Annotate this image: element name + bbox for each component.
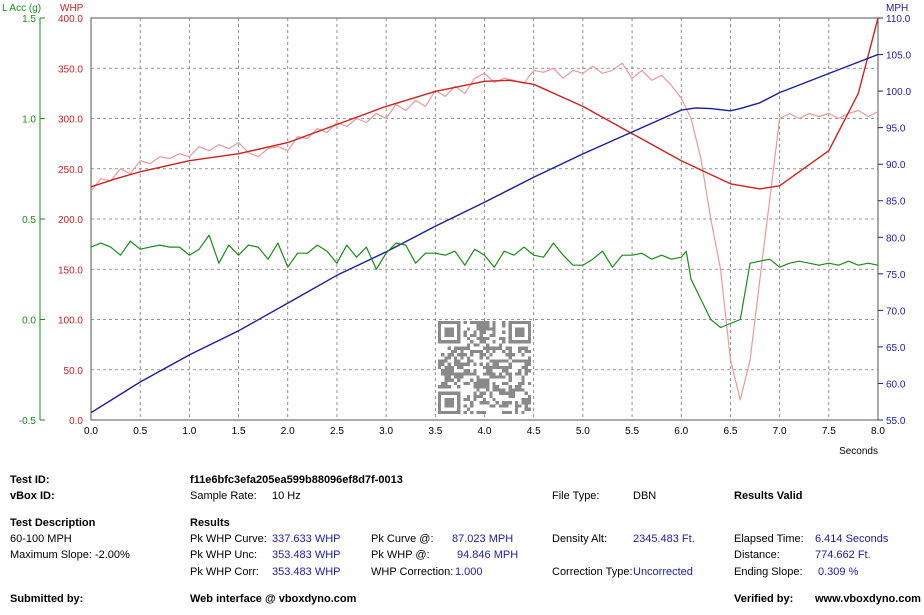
whp-tick-label: 150.0 <box>58 265 83 276</box>
x-tick-label: 1.5 <box>232 426 246 437</box>
web-interface-link[interactable]: Web interface @ vboxdyno.com <box>190 593 357 605</box>
elapsed-time-value: 6.414 Seconds <box>815 533 889 545</box>
ending-slope-value: 0.309 % <box>818 566 859 578</box>
pk-whp-unc-label: Pk WHP Unc: <box>190 549 258 561</box>
x-tick-label: 4.0 <box>478 426 492 437</box>
distance-label: Distance: <box>734 549 780 561</box>
whp-tick-label: 100.0 <box>58 316 83 327</box>
lacc-tick-label: -0.5 <box>19 416 37 427</box>
mph-tick-label: 85.0 <box>886 197 906 208</box>
pk-whp-curve-value: 337.633 WHP <box>272 533 341 545</box>
results-label: Results <box>190 517 230 529</box>
x-tick-label: 5.5 <box>625 426 639 437</box>
x-tick-label: 3.0 <box>379 426 393 437</box>
x-tick-label: 7.0 <box>773 426 787 437</box>
lacc-tick-label: 1.5 <box>22 14 36 25</box>
pk-whp-corr-label: Pk WHP Corr: <box>190 566 259 578</box>
whp-tick-label: 0.0 <box>69 416 83 427</box>
mph-tick-label: 90.0 <box>886 160 906 171</box>
x-tick-label: 6.0 <box>674 426 688 437</box>
mph-tick-label: 65.0 <box>886 343 906 354</box>
lacc-tick-label: 0.5 <box>22 215 36 226</box>
verified-by-link[interactable]: www.vboxdyno.com <box>815 593 921 605</box>
whp-tick-label: 250.0 <box>58 165 83 176</box>
mph-tick-label: 80.0 <box>886 233 906 244</box>
whp-tick-label: 350.0 <box>58 64 83 75</box>
ending-slope-label: Ending Slope: <box>734 566 803 578</box>
sample-rate-value: 10 Hz <box>272 490 301 502</box>
submitted-by-label: Submitted by: <box>10 593 84 605</box>
lacc-tick-label: 0.0 <box>22 316 36 327</box>
x-tick-label: 0.0 <box>84 426 98 437</box>
pk-whp-corr-value: 353.483 WHP <box>272 566 341 578</box>
test-description-label: Test Description <box>10 517 96 529</box>
pk-whp-at-label: Pk WHP @: <box>371 549 430 561</box>
test-id-value: f11e6bfc3efa205ea599b88096ef8d7f-0013 <box>190 474 403 486</box>
whp-tick-label: 300.0 <box>58 115 83 126</box>
sample-rate-label: Sample Rate: <box>190 490 257 502</box>
mph-axis-title: MPH <box>886 3 908 14</box>
file-type-value: DBN <box>633 490 657 502</box>
verified-by-label: Verified by: <box>734 593 794 605</box>
lacc-tick-label: 1.0 <box>22 115 36 126</box>
correction-type-value: Uncorrected <box>633 566 693 578</box>
whp-tick-label: 50.0 <box>64 366 84 377</box>
pk-whp-at-value: 94.846 MPH <box>457 549 519 561</box>
pk-whp-unc-value: 353.483 WHP <box>272 549 341 561</box>
whp-correction-label: WHP Correction: <box>371 566 454 578</box>
file-type-label: File Type: <box>552 490 600 502</box>
whp-tick-label: 200.0 <box>58 215 83 226</box>
mph-tick-label: 105.0 <box>886 51 911 62</box>
mph-tick-label: 60.0 <box>886 379 906 390</box>
series-line-lacc-3 <box>91 234 878 329</box>
whp-correction-value: 1.000 <box>455 566 483 578</box>
test-description-value: 60-100 MPH <box>10 533 72 545</box>
series-line-whp-1 <box>91 17 878 190</box>
maximum-slope: Maximum Slope: -2.00% <box>10 549 130 561</box>
x-tick-label: 2.5 <box>330 426 344 437</box>
density-alt-label: Density Alt: <box>552 533 608 545</box>
x-tick-label: 1.0 <box>182 426 196 437</box>
whp-axis-title: WHP <box>60 3 84 14</box>
whp-tick-label: 400.0 <box>58 14 83 25</box>
distance-value: 774.662 Ft. <box>815 549 871 561</box>
correction-type-label: Correction Type: <box>552 566 633 578</box>
results-valid: Results Valid <box>734 490 803 502</box>
mph-tick-label: 100.0 <box>886 87 911 98</box>
x-tick-label: 6.5 <box>723 426 737 437</box>
x-tick-label: 3.5 <box>428 426 442 437</box>
mph-tick-label: 95.0 <box>886 124 906 135</box>
series-line-whp-0 <box>91 62 878 401</box>
pk-whp-curve-label: Pk WHP Curve: <box>190 533 267 545</box>
density-alt-value: 2345.483 Ft. <box>633 533 695 545</box>
mph-tick-label: 55.0 <box>886 416 906 427</box>
test-id-label: Test ID: <box>10 474 50 486</box>
x-tick-label: 2.0 <box>281 426 295 437</box>
elapsed-time-label: Elapsed Time: <box>734 533 804 545</box>
mph-tick-label: 110.0 <box>886 14 911 25</box>
x-axis-title: Seconds <box>839 446 878 457</box>
pk-curve-at-value: 87.023 MPH <box>452 533 514 545</box>
series-line-mph-2 <box>91 53 878 414</box>
x-tick-label: 7.5 <box>822 426 836 437</box>
pk-curve-at-label: Pk Curve @: <box>371 533 434 545</box>
qr-code-icon <box>438 321 531 414</box>
x-tick-label: 5.0 <box>576 426 590 437</box>
x-tick-label: 4.5 <box>527 426 541 437</box>
x-tick-label: 8.0 <box>871 426 885 437</box>
lacc-axis-title: L Acc (g) <box>2 3 41 14</box>
x-tick-label: 0.5 <box>133 426 147 437</box>
mph-tick-label: 70.0 <box>886 306 906 317</box>
vbox-id-label: vBox ID: <box>10 490 55 502</box>
mph-tick-label: 75.0 <box>886 270 906 281</box>
